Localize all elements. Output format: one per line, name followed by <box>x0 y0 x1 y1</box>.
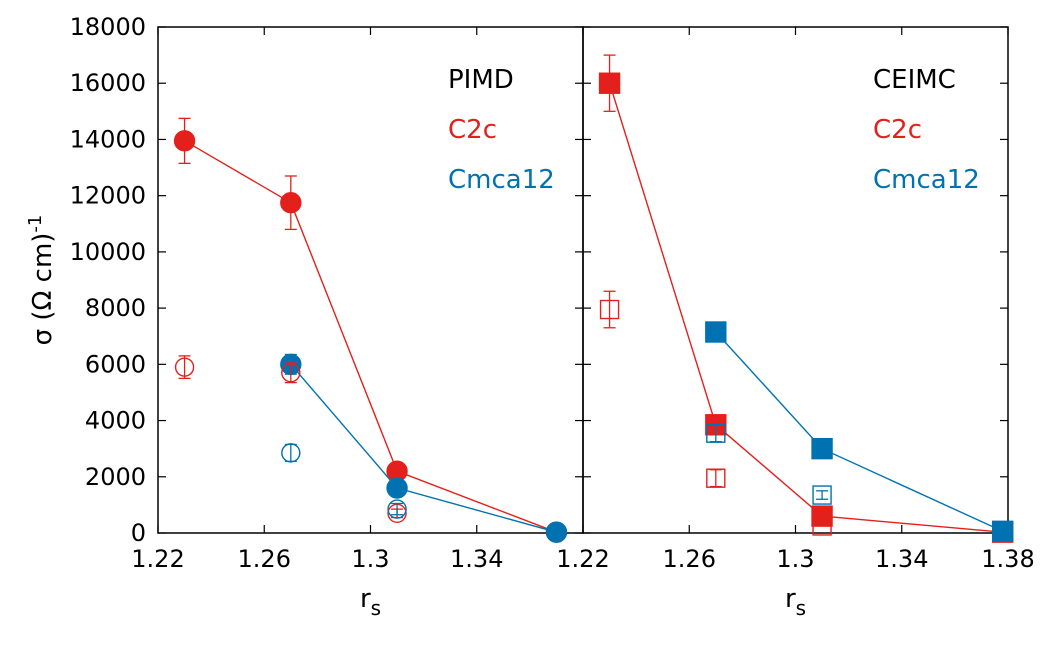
chart-1-series-1-point-1 <box>811 437 833 460</box>
left-panel-pimd: 0 2000 4000 6000 8000 10000 12000 14000 16000 180… <box>70 13 584 620</box>
y-axis-label: σ (Ω cm)-1 <box>25 215 58 346</box>
chart-1-x-axis-label: rs <box>785 584 806 620</box>
chart-0-series-1-point-1 <box>386 477 408 499</box>
y-tick-label-4: 8000 <box>85 294 146 322</box>
chart-1-x-tick-label-3: 1.34 <box>875 545 928 573</box>
chart-0-x-tick-label-1: 1.26 <box>238 545 291 573</box>
chart-0-series-2-point-1 <box>281 363 301 383</box>
chart-1-series-0-point-0 <box>598 72 621 94</box>
y-tick-label-1: 2000 <box>85 463 146 491</box>
y-tick-label-0: 0 <box>131 519 146 547</box>
chart-0-series-3-point-0 <box>281 443 301 463</box>
y-tick-label-5: 10000 <box>70 238 146 266</box>
chart-0-x-tick-label-3: 1.34 <box>450 545 503 573</box>
chart-1-x-tick-label-2: 1.3 <box>776 545 814 573</box>
chart-1-series-0-line <box>608 82 1003 533</box>
chart-0-legend-title: PIMD <box>448 65 514 95</box>
chart-1-x-tick-label-1: 1.26 <box>663 545 716 573</box>
y-tick-label-9: 18000 <box>70 13 146 41</box>
chart-0-legend-entry-1: Cmca12 <box>448 165 555 195</box>
chart-0-series-0-line <box>184 140 557 533</box>
chart-0-series-2-point-0 <box>174 357 195 377</box>
chart-1-series-1-point-0 <box>705 321 727 343</box>
y-tick-label-3: 6000 <box>85 350 146 378</box>
chart-0-series-1-point-2 <box>545 521 568 543</box>
chart-0-legend-entry-0: C2c <box>448 115 497 145</box>
chart-1-series-3-point-1 <box>812 485 832 505</box>
chart-1-series-2-point-0 <box>599 299 620 320</box>
y-axis-label-main: σ (Ω cm) <box>28 233 58 346</box>
y-tick-label-7: 14000 <box>70 125 146 153</box>
chart-0-series-0-point-0 <box>173 130 196 152</box>
chart-1-series-3-point-0 <box>706 423 726 443</box>
chart-1-plot-frame <box>582 26 1009 534</box>
chart-0-x-axis-label: rs <box>360 584 381 620</box>
chart-0-series-0-point-1 <box>280 191 302 214</box>
y-tick-label-2: 4000 <box>85 407 146 435</box>
chart-1-series-1-line <box>715 331 1003 532</box>
chart-1-series-2-point-1 <box>706 468 726 488</box>
chart-0-x-tick-label-2: 1.3 <box>351 545 389 573</box>
y-tick-label-6: 12000 <box>70 182 146 210</box>
chart-0-series-1-line <box>290 363 557 533</box>
y-tick-label-8: 16000 <box>70 69 146 97</box>
chart-1-series-0-point-2 <box>811 505 833 527</box>
chart-1-legend-title: CEIMC <box>873 65 956 95</box>
chart-1-x-tick-label-4: 1.38 <box>981 545 1034 573</box>
chart-0-series-3-point-1 <box>387 499 407 519</box>
chart-1-x-tick-label-0: 1.22 <box>556 545 609 573</box>
chart-1-series-2-point-2 <box>812 516 832 536</box>
y-axis-label-superscript: -1 <box>25 215 46 233</box>
chart-1-legend-entry-0: C2c <box>873 115 922 145</box>
chart-0-x-tick-label-0: 1.22 <box>131 545 184 573</box>
right-panel-ceimc: 1.22 1.26 1.3 1.34 1.38 rs CEIMC C2c Cmca12 <box>556 26 1035 620</box>
chart-1-series-1-point-2 <box>991 520 1014 543</box>
chart-1-legend-entry-1: Cmca12 <box>873 165 980 195</box>
